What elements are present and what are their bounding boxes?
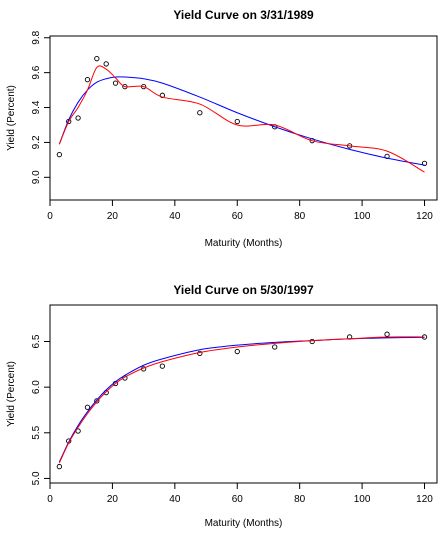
x-tick-label: 120 [416, 494, 433, 505]
y-tick-label: 9.8 [31, 30, 42, 44]
y-tick-label: 9.4 [31, 100, 42, 114]
data-point [234, 348, 240, 355]
data-point [384, 331, 390, 337]
data-point [84, 404, 91, 410]
data-point [197, 110, 203, 116]
red-fitted-curve [58, 336, 425, 464]
x-tick-label: 120 [416, 211, 433, 222]
data-point [84, 76, 91, 83]
x-tick-label: 60 [232, 494, 244, 505]
x-tick-label: 100 [354, 494, 371, 505]
data-point [94, 398, 100, 404]
data-point [103, 61, 109, 67]
y-tick-label: 9.6 [31, 65, 42, 79]
blue-fitted-curve [58, 336, 425, 463]
data-point [56, 151, 63, 158]
x-tick-label: 0 [47, 494, 53, 505]
y-tick-label: 6.5 [31, 334, 42, 348]
x-tick-label: 80 [294, 211, 306, 222]
data-point [94, 56, 100, 62]
y-tick-label: 9.0 [31, 170, 42, 184]
plot-frame [49, 35, 438, 201]
data-point [56, 463, 63, 470]
y-tick-label: 5.5 [31, 425, 42, 439]
x-tick-label: 60 [232, 211, 244, 222]
data-point [112, 80, 119, 86]
x-tick-label: 40 [169, 494, 181, 505]
chart-panel-1: Yield Curve on 3/31/1989 0 20 40 60 80 100 120 9… [6, 8, 438, 249]
plot-frame [49, 304, 438, 484]
y-tick-label: 5.0 [31, 471, 42, 485]
x-tick-label: 0 [47, 211, 53, 222]
chart-title: Yield Curve on 3/31/1989 [173, 8, 314, 22]
x-tick-label: 20 [107, 494, 119, 505]
x-axis-label: Maturity (Months) [205, 238, 283, 249]
data-point [309, 338, 315, 345]
data-point [75, 115, 81, 121]
x-tick-label: 20 [107, 211, 119, 222]
x-tick-label: 80 [294, 494, 306, 505]
y-axis-label: Yield (Percent) [6, 361, 17, 427]
data-point [421, 160, 428, 167]
red-fitted-curve [58, 65, 425, 173]
x-tick-label: 40 [169, 211, 181, 222]
x-axis-label: Maturity (Months) [205, 518, 283, 529]
y-tick-label: 9.2 [31, 135, 42, 149]
chart-title: Yield Curve on 5/30/1997 [173, 283, 314, 297]
data-point [159, 363, 166, 369]
chart-panel-2: Yield Curve on 5/30/1997 0 20 40 60 80 100 120 5… [6, 283, 438, 529]
blue-fitted-curve [58, 76, 425, 166]
data-point [272, 344, 278, 350]
x-tick-label: 100 [354, 211, 371, 222]
y-axis-label: Yield (Percent) [6, 85, 17, 151]
data-point [234, 118, 240, 125]
y-tick-label: 6.0 [31, 380, 42, 394]
